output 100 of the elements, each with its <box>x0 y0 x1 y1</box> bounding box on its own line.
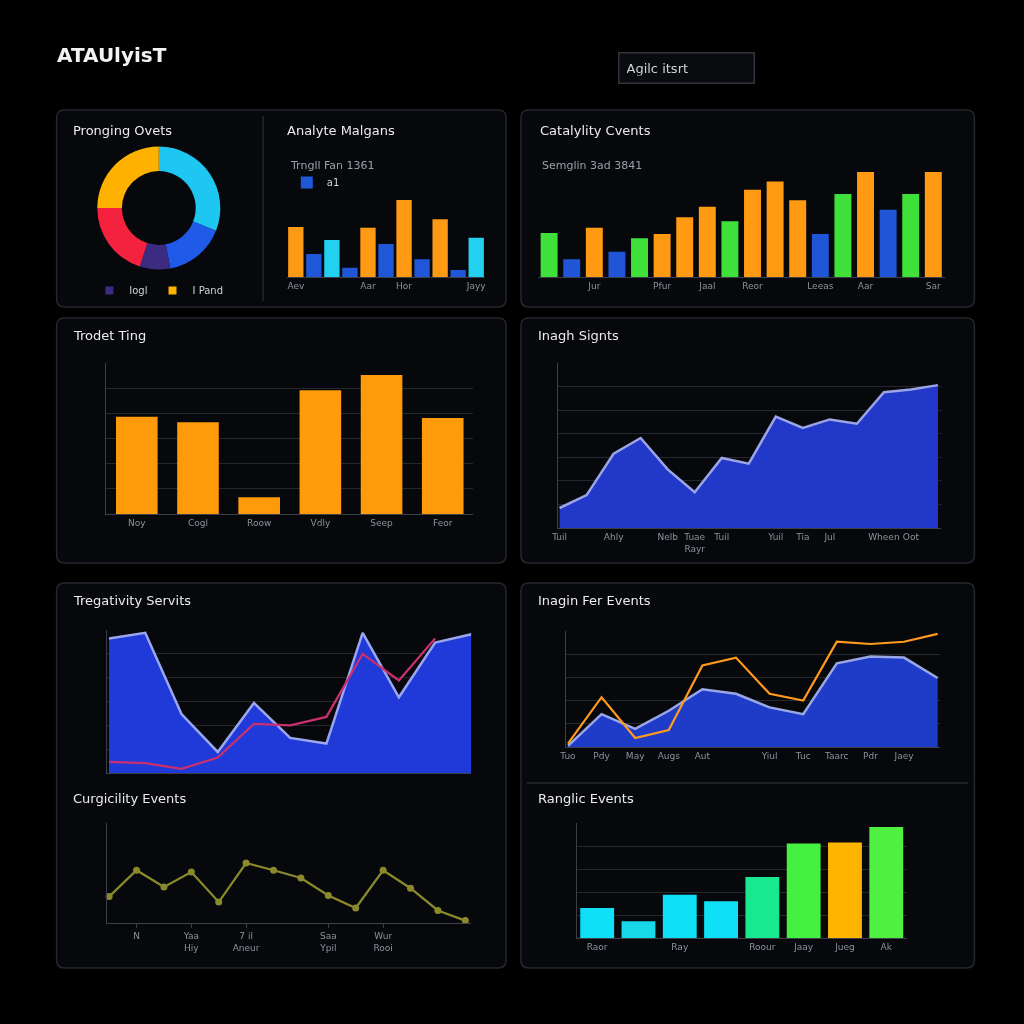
x-tick-label: Hor <box>396 280 413 291</box>
x-tick-label: Raor <box>586 941 608 952</box>
donut-slice <box>158 146 221 231</box>
x-tick-label: Feor <box>433 517 453 528</box>
bar <box>621 921 656 938</box>
bar <box>580 908 615 938</box>
point <box>270 866 278 874</box>
point <box>407 884 415 892</box>
bar <box>585 227 603 277</box>
x-tick-label: Aar <box>360 280 376 291</box>
bar <box>857 172 874 277</box>
point <box>352 904 360 912</box>
bar <box>653 233 671 277</box>
bar <box>869 826 904 938</box>
x-tick-label: Jaal <box>698 280 716 291</box>
bar <box>698 206 716 277</box>
chart-title: Ranglic Events <box>538 791 634 806</box>
point <box>215 898 223 906</box>
bar <box>378 243 394 277</box>
point <box>324 891 332 899</box>
bar <box>360 227 376 277</box>
bar <box>744 189 761 277</box>
x-tick-label: Aev <box>287 280 305 291</box>
x-tick-label: Augs <box>657 750 681 761</box>
x-tick-label: 7 il Aneur <box>232 930 260 953</box>
bar <box>414 259 430 277</box>
point <box>379 866 387 874</box>
x-tick-label: Pdy <box>593 750 611 761</box>
donut-slice <box>97 146 159 208</box>
x-tick-label: Aar <box>857 280 874 291</box>
x-tick-label: Pfur <box>653 280 672 291</box>
bar <box>299 390 342 514</box>
bar <box>879 209 897 277</box>
chart-title: Inagin Fer Events <box>538 593 651 608</box>
x-tick-label: Roour <box>749 941 776 952</box>
x-tick-label: Jaay <box>793 941 814 952</box>
bar <box>786 843 821 938</box>
x-tick-label: May <box>625 750 646 761</box>
bar <box>116 416 158 514</box>
x-tick-label: Jaey <box>893 750 915 761</box>
point <box>160 883 168 891</box>
x-tick-label: Tuc <box>794 750 811 761</box>
donut-slice <box>165 221 216 269</box>
bar <box>811 233 829 277</box>
x-tick-label: Saa Ypil <box>319 930 337 953</box>
bar <box>468 237 484 277</box>
bar <box>342 267 358 277</box>
donut-slice <box>97 208 148 267</box>
bar <box>745 876 780 938</box>
x-tick-label: Cogl <box>187 517 209 528</box>
x-tick-label: Oot <box>902 531 920 542</box>
x-tick-label: Tuil <box>713 531 730 542</box>
text: Agilc itsrt <box>626 60 689 76</box>
legend-label: a1 <box>326 177 340 189</box>
chart-title: Pronging Ovets <box>73 123 173 138</box>
x-tick-label: Noy <box>128 517 147 528</box>
bar <box>828 842 862 938</box>
bar <box>721 221 739 277</box>
x-tick-label: Jul <box>823 531 836 542</box>
bar <box>608 251 626 277</box>
x-tick-label: Taarc <box>824 750 849 761</box>
bar <box>306 253 322 277</box>
legend-label: I Pand <box>192 285 224 297</box>
bar <box>563 259 581 277</box>
x-tick-label: Jueg <box>834 941 855 952</box>
x-tick-label: Yaa Hiy <box>182 930 200 953</box>
point <box>133 866 141 874</box>
x-tick-label: Tia <box>795 531 810 542</box>
bar <box>324 240 340 277</box>
x-tick-label: Ray <box>671 941 689 952</box>
x-tick-label: Ahly <box>603 531 625 542</box>
x-tick-label: Ak <box>880 941 893 952</box>
point <box>242 859 250 867</box>
x-tick-label: Yiul <box>760 750 778 761</box>
chart-title: Tregativity Servits <box>73 593 192 608</box>
bar <box>238 497 280 514</box>
x-tick-label: Wheen <box>868 531 900 542</box>
bar <box>450 270 466 277</box>
bar <box>676 217 694 277</box>
donut-slice <box>139 243 171 270</box>
bar <box>631 238 648 277</box>
x-tick-label: Jur <box>587 280 601 291</box>
x-tick-label: Tuil <box>551 531 567 542</box>
bar <box>789 200 807 277</box>
bar <box>540 232 558 277</box>
bar <box>421 418 464 514</box>
x-tick-label: Sar <box>925 280 942 291</box>
legend-label: Iogl <box>129 285 148 297</box>
x-tick-label: Leeas <box>807 280 834 291</box>
chart-subtitle: Trngll Fan 1361 <box>290 159 375 172</box>
bar <box>396 200 412 277</box>
x-tick-label: N <box>133 930 140 941</box>
bar <box>766 181 784 277</box>
x-tick-label: Nelb <box>657 531 679 542</box>
chart-title: Trodet Ting <box>73 328 147 343</box>
text: ATAUlyisT <box>57 43 167 67</box>
bar <box>360 374 403 514</box>
x-tick-label: Yuil <box>767 531 784 542</box>
bar <box>704 901 738 938</box>
bar <box>924 172 942 277</box>
